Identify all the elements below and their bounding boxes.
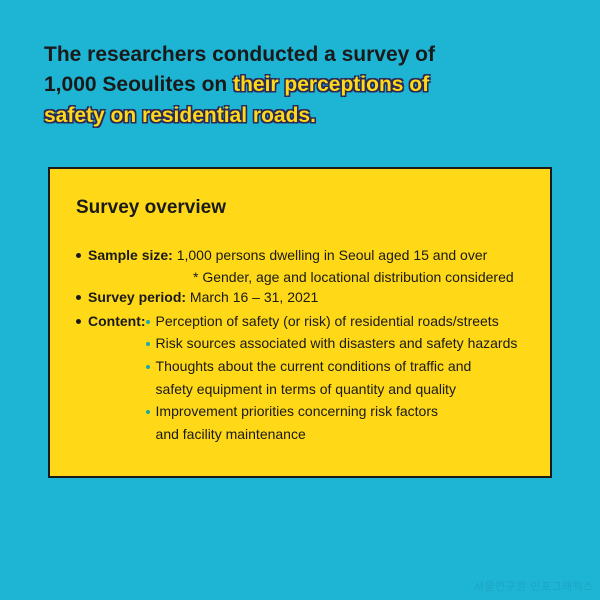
content-item-text: Thoughts about the current conditions of…	[156, 356, 518, 378]
period-value: March 16 – 31, 2021	[186, 289, 318, 305]
content-item: Risk sources associated with disasters a…	[146, 333, 518, 355]
sample-value: 1,000 persons dwelling in Seoul aged 15 …	[173, 247, 487, 263]
headline-highlight-1: their perceptions of	[233, 73, 429, 96]
teal-dot-icon	[146, 410, 150, 414]
headline-highlight-2: safety on residential roads.	[44, 104, 316, 127]
period-label: Survey period:	[88, 289, 186, 305]
bullet-icon	[76, 295, 81, 300]
content-item: Improvement priorities concerning risk f…	[146, 401, 518, 423]
content-label: Content:	[88, 311, 146, 333]
content-item-text: Improvement priorities concerning risk f…	[156, 401, 518, 423]
headline-block: The researchers conducted a survey of 1,…	[0, 0, 600, 131]
teal-dot-icon	[146, 320, 150, 324]
watermark-text: 서울연구원 인포그래픽스	[474, 578, 594, 594]
teal-dot-icon	[146, 365, 150, 369]
period-row: Survey period: March 16 – 31, 2021	[76, 287, 524, 309]
headline-line2-prefix: 1,000 Seoulites on	[44, 73, 233, 96]
headline-line3: safety on residential roads.	[44, 101, 556, 131]
content-list: Perception of safety (or risk) of reside…	[146, 311, 518, 446]
content-item-text: Perception of safety (or risk) of reside…	[156, 311, 518, 333]
content-item-text: and facility maintenance	[156, 424, 518, 446]
teal-dot-icon	[146, 342, 150, 346]
headline-line2: 1,000 Seoulites on their perceptions of	[44, 70, 556, 100]
survey-card: Survey overview Sample size: 1,000 perso…	[48, 167, 552, 478]
card-title: Survey overview	[76, 197, 524, 219]
sample-label: Sample size:	[88, 247, 173, 263]
bullet-icon	[76, 319, 81, 324]
bullet-icon	[76, 253, 81, 258]
content-item-text: Risk sources associated with disasters a…	[156, 333, 518, 355]
headline-line1: The researchers conducted a survey of	[44, 40, 556, 70]
content-item: safety equipment in terms of quantity an…	[146, 379, 518, 401]
sample-row: Sample size: 1,000 persons dwelling in S…	[76, 245, 524, 267]
content-item-text: safety equipment in terms of quantity an…	[156, 379, 518, 401]
content-row: Content: Perception of safety (or risk) …	[76, 311, 524, 446]
content-item: Thoughts about the current conditions of…	[146, 356, 518, 378]
content-item: Perception of safety (or risk) of reside…	[146, 311, 518, 333]
content-item: and facility maintenance	[146, 424, 518, 446]
sample-note: * Gender, age and locational distributio…	[76, 269, 524, 285]
